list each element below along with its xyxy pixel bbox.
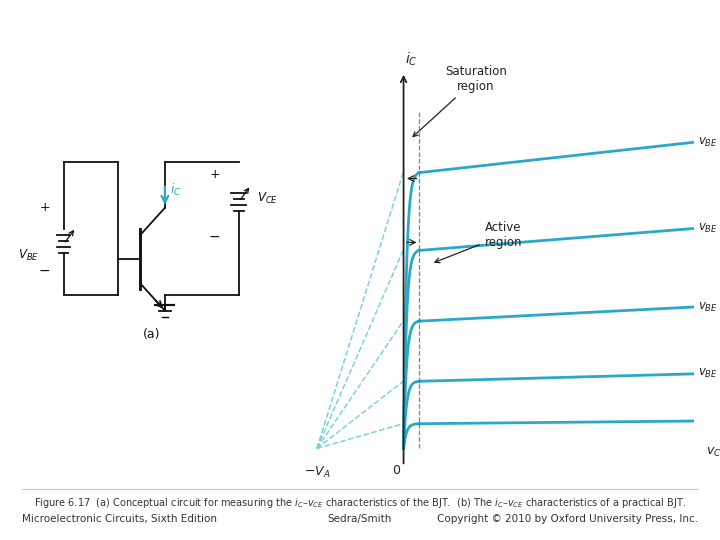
Text: $0$: $0$ <box>392 464 400 477</box>
Text: $v_{CE}$: $v_{CE}$ <box>706 446 720 458</box>
Text: Microelectronic Circuits, Sixth Edition: Microelectronic Circuits, Sixth Edition <box>22 514 217 524</box>
Text: Figure 6.17  (a) Conceptual circuit for measuring the $i_C$–$v_{CE}$ characteris: Figure 6.17 (a) Conceptual circuit for m… <box>34 496 686 510</box>
Text: $-V_A$: $-V_A$ <box>304 464 330 480</box>
Text: $V_{BE}$: $V_{BE}$ <box>17 248 39 264</box>
Text: Active
region: Active region <box>435 221 522 262</box>
Text: $-$: $-$ <box>208 229 220 243</box>
Text: $V_{CE}$: $V_{CE}$ <box>256 191 277 206</box>
Text: $v_{BE} = \cdots$: $v_{BE} = \cdots$ <box>698 367 720 381</box>
Text: $+$: $+$ <box>39 201 50 214</box>
Text: $i_C$: $i_C$ <box>171 181 182 198</box>
Text: $i_C$: $i_C$ <box>405 51 418 69</box>
Text: Sedra/Smith: Sedra/Smith <box>328 514 392 524</box>
Text: $-$: $-$ <box>38 264 50 278</box>
Text: $v_{BE} = \cdots$: $v_{BE} = \cdots$ <box>698 222 720 235</box>
Text: Copyright © 2010 by Oxford University Press, Inc.: Copyright © 2010 by Oxford University Pr… <box>437 514 698 524</box>
Text: Saturation
region: Saturation region <box>413 65 507 137</box>
Text: $v_{BE} = \cdots$: $v_{BE} = \cdots$ <box>698 300 720 314</box>
Text: $+$: $+$ <box>209 168 220 181</box>
Text: (a): (a) <box>143 328 160 341</box>
Text: $v_{BE} = \cdots$: $v_{BE} = \cdots$ <box>698 136 720 149</box>
